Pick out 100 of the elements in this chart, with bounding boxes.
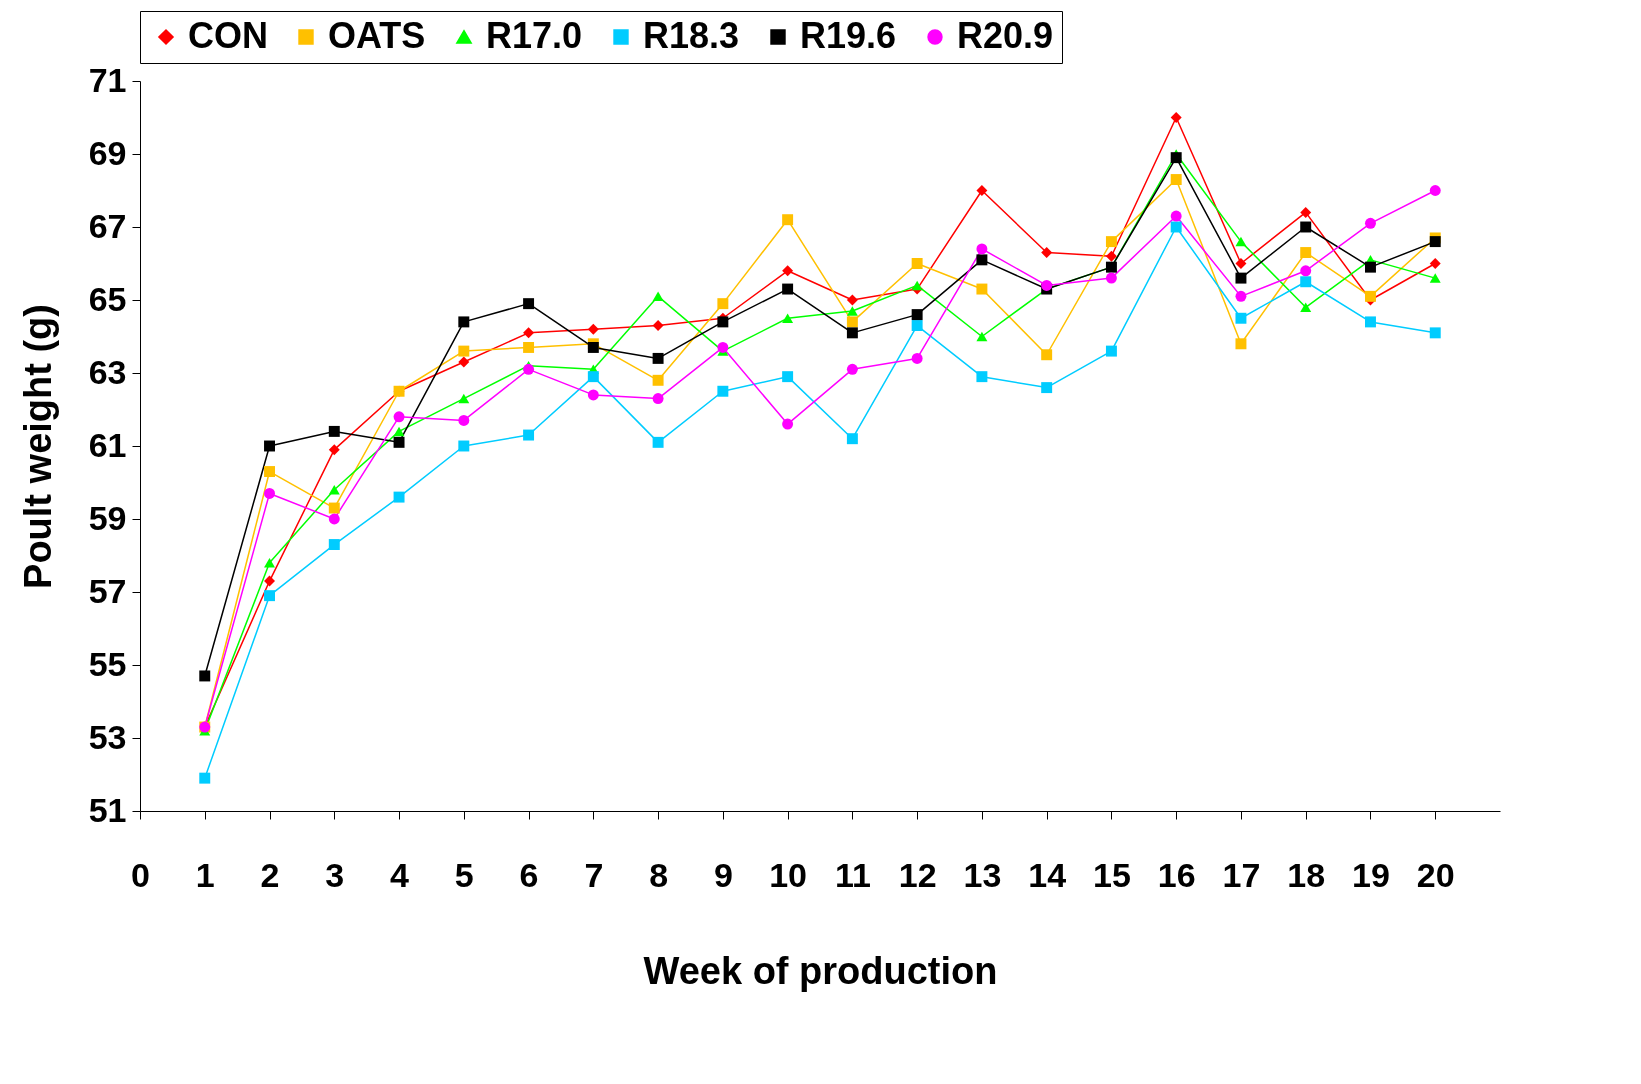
- x-tick-label: 11: [834, 855, 871, 894]
- point: [1365, 290, 1376, 302]
- point: [976, 331, 988, 342]
- x-tick-label: 20: [1416, 855, 1455, 894]
- x-tick-label: 13: [963, 855, 1002, 894]
- x-tick-label: 15: [1093, 855, 1131, 894]
- point: [846, 327, 858, 339]
- point: [846, 294, 858, 306]
- x-tick-label: 5: [454, 855, 474, 894]
- point: [976, 254, 988, 266]
- point: [458, 393, 470, 404]
- point: [264, 487, 275, 499]
- legend-label: R18.3: [643, 15, 740, 56]
- point: [1235, 236, 1247, 247]
- point: [328, 425, 340, 437]
- point: [264, 558, 275, 568]
- point: [1170, 174, 1182, 186]
- point: [458, 316, 470, 328]
- point: [458, 345, 470, 357]
- x-tick-label: 4: [390, 855, 410, 894]
- point: [1429, 185, 1441, 196]
- x-tick-label: 9: [713, 855, 733, 894]
- point: [976, 283, 988, 295]
- point: [523, 327, 535, 339]
- point: [1041, 247, 1053, 259]
- point: [199, 670, 211, 682]
- y-tick-label: 59: [88, 498, 127, 537]
- x-tick-label: 3: [325, 855, 345, 894]
- point: [846, 306, 858, 316]
- point: [393, 426, 405, 437]
- point: [264, 575, 275, 587]
- point: [911, 280, 923, 291]
- point: [1235, 258, 1247, 269]
- point: [717, 341, 729, 353]
- point: [1235, 312, 1247, 324]
- point: [911, 309, 923, 321]
- point: [652, 291, 664, 302]
- y-tick-label: 57: [88, 571, 127, 610]
- point: [782, 214, 794, 226]
- point: [717, 385, 729, 397]
- x-tick-label: 6: [519, 855, 539, 894]
- point: [1429, 327, 1441, 339]
- legend-label: CON: [188, 15, 268, 56]
- point: [458, 356, 470, 368]
- legend-label: OATS: [328, 15, 426, 56]
- point: [782, 283, 794, 295]
- point: [458, 440, 470, 452]
- point: [1170, 210, 1182, 222]
- point: [264, 590, 275, 602]
- point: [1300, 247, 1312, 259]
- point: [1365, 316, 1376, 328]
- point: [911, 258, 923, 269]
- point: [1170, 221, 1182, 233]
- point: [523, 341, 535, 353]
- point: [1041, 349, 1053, 361]
- point: [911, 352, 923, 364]
- x-tick-label: 8: [649, 855, 669, 894]
- legend-label: R19.6: [800, 15, 897, 56]
- point: [523, 363, 535, 375]
- point: [1429, 236, 1441, 248]
- x-tick-label: 0: [131, 855, 150, 894]
- point: [264, 466, 275, 478]
- point: [652, 374, 664, 386]
- point: [782, 313, 794, 323]
- y-tick-label: 61: [88, 425, 127, 464]
- point: [652, 393, 664, 405]
- point: [587, 323, 599, 335]
- point: [393, 411, 405, 423]
- point: [199, 772, 211, 784]
- point: [1105, 272, 1117, 284]
- point: [1235, 272, 1247, 284]
- y-tick-label: 55: [88, 644, 127, 683]
- point: [1105, 236, 1117, 248]
- point: [1105, 250, 1117, 262]
- point: [652, 352, 664, 364]
- y-tick-label: 67: [88, 206, 127, 245]
- point: [328, 444, 340, 456]
- point: [1300, 302, 1312, 313]
- point: [1235, 338, 1247, 350]
- point: [846, 433, 858, 445]
- point: [1429, 273, 1441, 283]
- point: [393, 491, 405, 503]
- y-tick-label: 71: [88, 60, 127, 99]
- x-tick-label: 12: [898, 855, 937, 894]
- point: [846, 363, 858, 375]
- point: [458, 414, 470, 426]
- point: [523, 429, 535, 441]
- point: [1041, 279, 1053, 291]
- point: [264, 440, 275, 452]
- y-tick-label: 53: [88, 717, 127, 756]
- point: [652, 320, 664, 332]
- x-tick-label: 10: [769, 855, 808, 894]
- point: [976, 243, 988, 255]
- point: [1300, 276, 1312, 288]
- point: [393, 436, 405, 448]
- x-tick-label: 2: [260, 855, 280, 894]
- point: [328, 539, 340, 551]
- x-tick-label: 7: [584, 855, 604, 894]
- point: [782, 265, 794, 277]
- y-tick-label: 63: [88, 352, 127, 391]
